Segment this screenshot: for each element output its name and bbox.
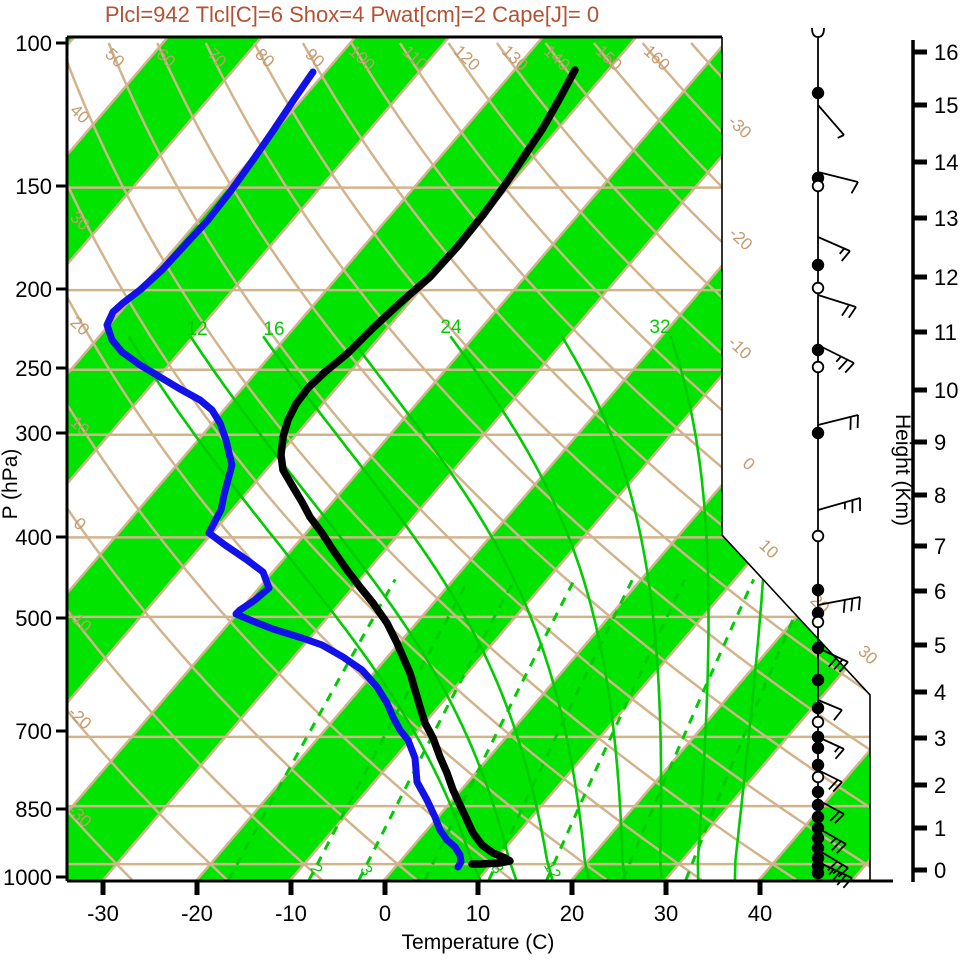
height-tick-label: 15 — [934, 93, 958, 118]
chart-title: Plcl=942 Tlcl[C]=6 Shox=4 Pwat[cm]=2 Cap… — [105, 2, 599, 27]
dry-adiabat-label: 80 — [251, 45, 278, 72]
height-tick-label: 13 — [934, 206, 958, 231]
height-tick-label: 7 — [934, 534, 946, 559]
height-tick-label: 2 — [934, 773, 946, 798]
height-tick-label: 5 — [934, 633, 946, 658]
temperature-tick-label: 30 — [654, 901, 678, 926]
pressure-tick-label: 300 — [15, 421, 52, 446]
mixing-ratio-label: 12 — [540, 859, 564, 883]
pressure-tick-label: 500 — [15, 606, 52, 631]
wind-barb — [818, 105, 844, 138]
wind-level-dot-open — [813, 531, 824, 542]
wind-level-dot-open — [813, 617, 824, 628]
temperature-tick-label: 20 — [560, 901, 584, 926]
dry-adiabat-label: 40 — [66, 101, 93, 128]
pressure-tick-label: 150 — [15, 174, 52, 199]
wind-barb-column — [812, 28, 860, 888]
temperature-tick-label: -20 — [181, 901, 213, 926]
wind-barb — [818, 295, 856, 318]
temperature-tick-label: -10 — [275, 901, 307, 926]
green-stripe — [758, 37, 961, 881]
wind-level-dot-filled — [813, 833, 824, 844]
wind-level-dot-filled — [813, 703, 824, 714]
isotherm-label: -10 — [724, 333, 755, 364]
isotherm-line — [758, 37, 961, 881]
wind-barb — [818, 172, 858, 193]
isotherm-label: -30 — [724, 112, 755, 143]
pressure-tick-label: 850 — [15, 797, 52, 822]
temperature-tick-label: 40 — [748, 901, 772, 926]
pressure-tick-label: 200 — [15, 277, 52, 302]
height-tick-label: 11 — [934, 320, 957, 345]
wind-level-dot-filled — [813, 675, 824, 686]
wind-level-dot-open — [813, 772, 824, 783]
pressure-tick-label: 400 — [15, 525, 52, 550]
wind-level-dot-filled — [813, 743, 824, 754]
green-stripe-background — [0, 37, 961, 881]
height-tick-label: 12 — [934, 265, 958, 290]
moist-adiabat-label: 24 — [440, 317, 462, 338]
height-axis-title: Height (Km) — [891, 414, 914, 526]
moist-adiabat-label: 12 — [186, 319, 207, 340]
wind-level-dot-open — [813, 283, 824, 294]
wind-level-dot-filled — [813, 585, 824, 596]
wind-barb — [818, 415, 858, 430]
wind-barb — [818, 237, 850, 261]
wind-level-dot-filled — [813, 812, 824, 823]
wind-level-dot-open — [813, 181, 824, 192]
x-axis-title: Temperature (C) — [402, 931, 555, 954]
height-tick-label: 3 — [934, 726, 946, 751]
dry-adiabat-label: 50 — [101, 45, 128, 72]
pressure-tick-label: 700 — [15, 719, 52, 744]
height-tick-label: 9 — [934, 430, 946, 455]
height-tick-label: 10 — [934, 378, 958, 403]
pressure-tick-label: 250 — [15, 356, 52, 381]
pressure-axis-title: P (hPa) — [0, 449, 22, 520]
wind-level-dot-open — [813, 362, 824, 373]
wind-level-dot-filled — [813, 260, 824, 271]
height-tick-label: 16 — [934, 40, 958, 65]
isotherm-label: -20 — [725, 224, 756, 255]
height-tick-label: 1 — [934, 816, 946, 841]
temperature-tick-label: 0 — [379, 901, 391, 926]
wind-level-dot-open — [813, 717, 824, 728]
isotherm-label: 30 — [854, 642, 881, 669]
pressure-tick-label: 1000 — [3, 865, 52, 890]
dry-adiabat-label: 120 — [450, 41, 484, 74]
dry-adiabat-label: -20 — [64, 703, 95, 734]
wind-level-dot-filled — [813, 787, 824, 798]
wind-staff-top-icon — [812, 28, 824, 42]
wind-level-dot-filled — [813, 868, 824, 879]
height-tick-label: 14 — [934, 150, 958, 175]
height-tick-label: 8 — [934, 483, 946, 508]
isotherm-label: 0 — [739, 454, 759, 474]
wind-level-dot-filled — [813, 760, 824, 771]
wind-level-dot-filled — [813, 88, 824, 99]
temperature-tick-label: -30 — [87, 901, 119, 926]
moist-adiabat-label: 32 — [649, 317, 670, 338]
isotherm-label: 10 — [755, 536, 782, 563]
height-tick-label: 4 — [934, 680, 946, 705]
temperature-tick-label: 10 — [466, 901, 490, 926]
wind-level-dot-filled — [813, 428, 824, 439]
wind-barb — [818, 498, 860, 513]
pressure-tick-label: 100 — [15, 31, 52, 56]
height-tick-label: 6 — [934, 579, 946, 604]
height-tick-label: 0 — [934, 858, 946, 883]
moist-adiabat-label: 16 — [263, 319, 284, 340]
